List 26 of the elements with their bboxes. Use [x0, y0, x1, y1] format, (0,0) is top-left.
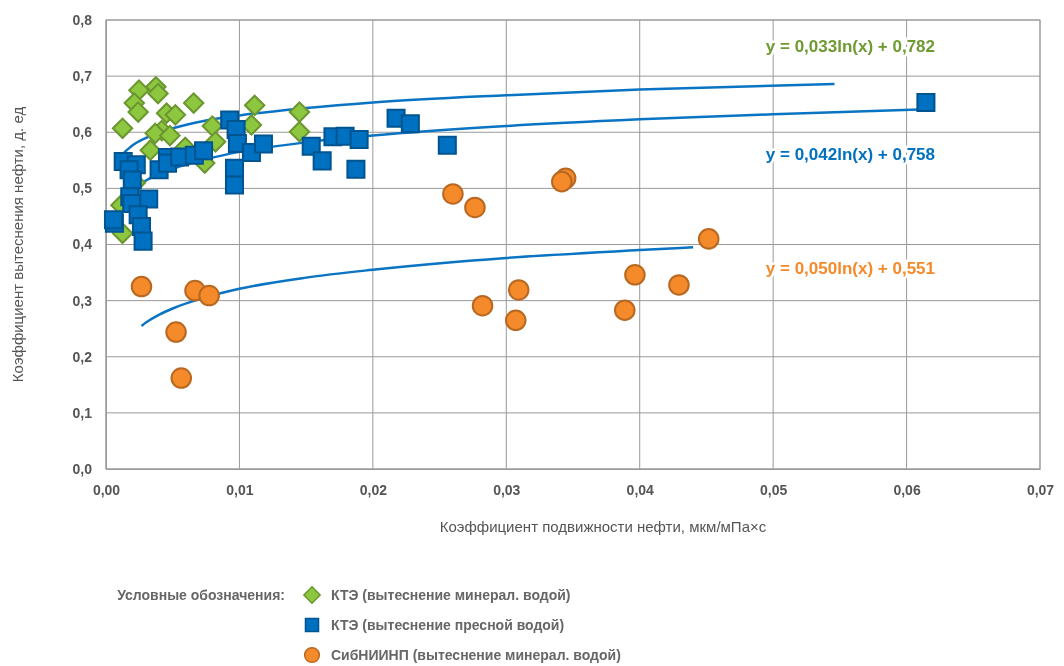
- x-tick-label: 0,02: [359, 481, 388, 498]
- legend-label: СибНИИНП (вытеснение минерал. водой): [331, 647, 621, 663]
- x-tick-label: 0,01: [226, 481, 254, 498]
- y-tick-label: 0,8: [72, 11, 93, 28]
- y-tick-label: 0,7: [72, 68, 93, 85]
- y-tick-label: 0,2: [72, 348, 93, 365]
- legend-label: КТЭ (вытеснение пресной водой): [331, 617, 565, 633]
- x-axis-title: Коэффициент подвижности нефти, мкм/мПа×с: [439, 518, 767, 535]
- x-tick-label: 0,04: [626, 481, 655, 498]
- legend-label: КТЭ (вытеснение минерал. водой): [331, 587, 571, 603]
- x-tick-label: 0,07: [1026, 481, 1055, 498]
- x-tick-label: 0,03: [493, 481, 521, 498]
- legend-title: Условные обозначения:: [117, 587, 285, 603]
- x-tick-label: 0,06: [893, 481, 921, 498]
- annotation: y = 0,033ln(x) + 0,782: [765, 37, 935, 56]
- annotation: y = 0,042ln(x) + 0,758: [765, 145, 935, 164]
- y-tick-label: 0,1: [72, 404, 93, 421]
- y-tick-label: 0,4: [72, 236, 93, 253]
- y-tick-label: 0,3: [72, 292, 93, 309]
- y-tick-label: 0,5: [72, 180, 93, 197]
- y-tick-label: 0,6: [72, 124, 93, 141]
- y-tick-label: 0,0: [72, 460, 93, 477]
- annotation: y = 0,050ln(x) + 0,551: [765, 259, 935, 278]
- x-tick-label: 0,00: [92, 481, 121, 498]
- y-axis-title: Коэффициент вытеснения нефти, д. ед: [9, 106, 26, 383]
- x-tick-label: 0,05: [760, 481, 788, 498]
